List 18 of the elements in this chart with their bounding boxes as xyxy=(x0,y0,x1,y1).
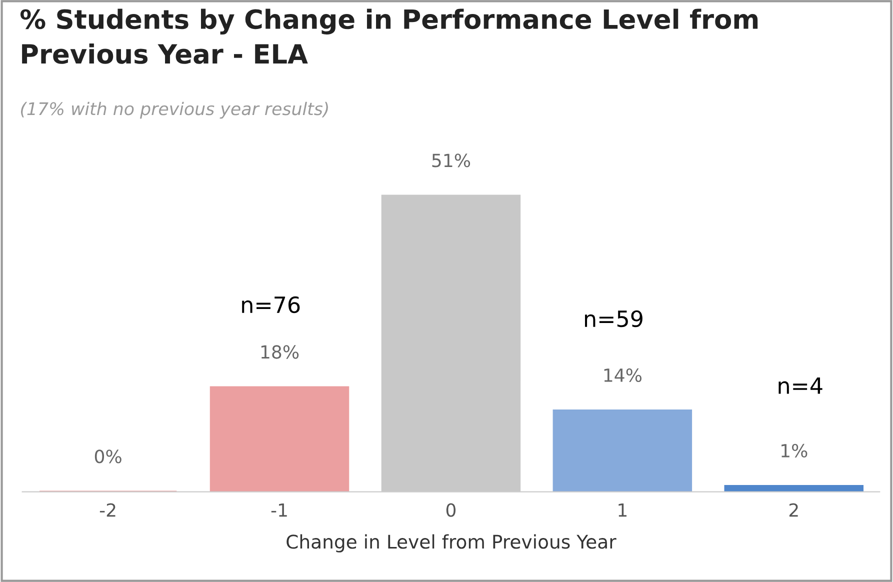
annotation: n=4 xyxy=(778,378,822,394)
chart-subtitle: (17% with no previous year results) xyxy=(20,102,328,119)
x-tick-label: 0 xyxy=(446,503,456,517)
bar xyxy=(210,386,350,492)
data-label: 14% xyxy=(604,368,642,382)
chart-title: % Students by Change in Performance Level from Previous Year - ELA xyxy=(20,8,758,64)
annotation: n=59 xyxy=(585,310,642,328)
annotation: n=76 xyxy=(242,296,300,314)
data-label: 18% xyxy=(261,345,299,359)
bar xyxy=(552,409,692,492)
data-label: 51% xyxy=(432,154,470,168)
x-tick-label: 2 xyxy=(789,503,798,517)
x-tick-label: 1 xyxy=(618,503,626,517)
x-tick-label: -1 xyxy=(271,503,287,517)
data-label: 1% xyxy=(782,444,808,458)
x-tick-label: -2 xyxy=(100,503,116,517)
data-label: 0% xyxy=(94,450,122,464)
x-axis-title: Change in Level from Previous Year xyxy=(286,534,616,552)
